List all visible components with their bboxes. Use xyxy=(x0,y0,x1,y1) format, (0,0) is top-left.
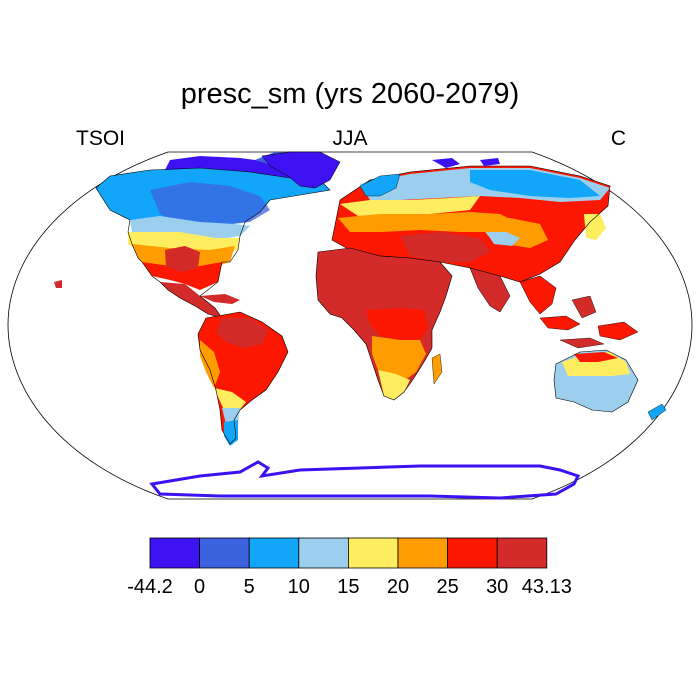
legend-label: 10 xyxy=(288,576,310,598)
legend-swatch xyxy=(298,537,349,569)
new-zealand xyxy=(647,403,667,421)
africa xyxy=(315,247,453,401)
legend-label: 30 xyxy=(486,576,508,598)
australia xyxy=(553,349,639,413)
legend-label: 25 xyxy=(436,576,458,598)
legend-swatch xyxy=(149,537,200,569)
legend-label: 15 xyxy=(337,576,359,598)
eurasia xyxy=(331,165,611,283)
south-america xyxy=(197,311,289,446)
legend-swatch xyxy=(248,537,300,569)
units-label: C xyxy=(610,127,626,150)
legend-swatch xyxy=(199,537,250,569)
season-label: JJA xyxy=(332,127,368,150)
variable-label: TSOI xyxy=(76,127,126,150)
legend-swatch xyxy=(397,537,448,569)
antarctica xyxy=(149,460,581,500)
legend-swatch xyxy=(496,537,548,569)
legend-label: 5 xyxy=(244,576,255,598)
legend-swatch xyxy=(347,537,399,569)
greenland xyxy=(261,151,341,189)
south-asia xyxy=(469,267,511,313)
map-title: presc_sm (yrs 2060-2079) xyxy=(180,78,520,110)
alaska-fragment xyxy=(54,280,62,288)
legend-label: -44.2 xyxy=(127,576,173,598)
southeast-asia xyxy=(519,275,557,315)
indonesia xyxy=(539,295,639,349)
madagascar xyxy=(431,353,443,385)
legend-label: 20 xyxy=(387,576,409,598)
scandinavia xyxy=(359,173,401,197)
arctic-islands xyxy=(432,158,500,168)
legend-label: 43.13 xyxy=(522,576,572,598)
legend-swatch xyxy=(447,537,498,569)
legend-label: 0 xyxy=(194,576,205,598)
